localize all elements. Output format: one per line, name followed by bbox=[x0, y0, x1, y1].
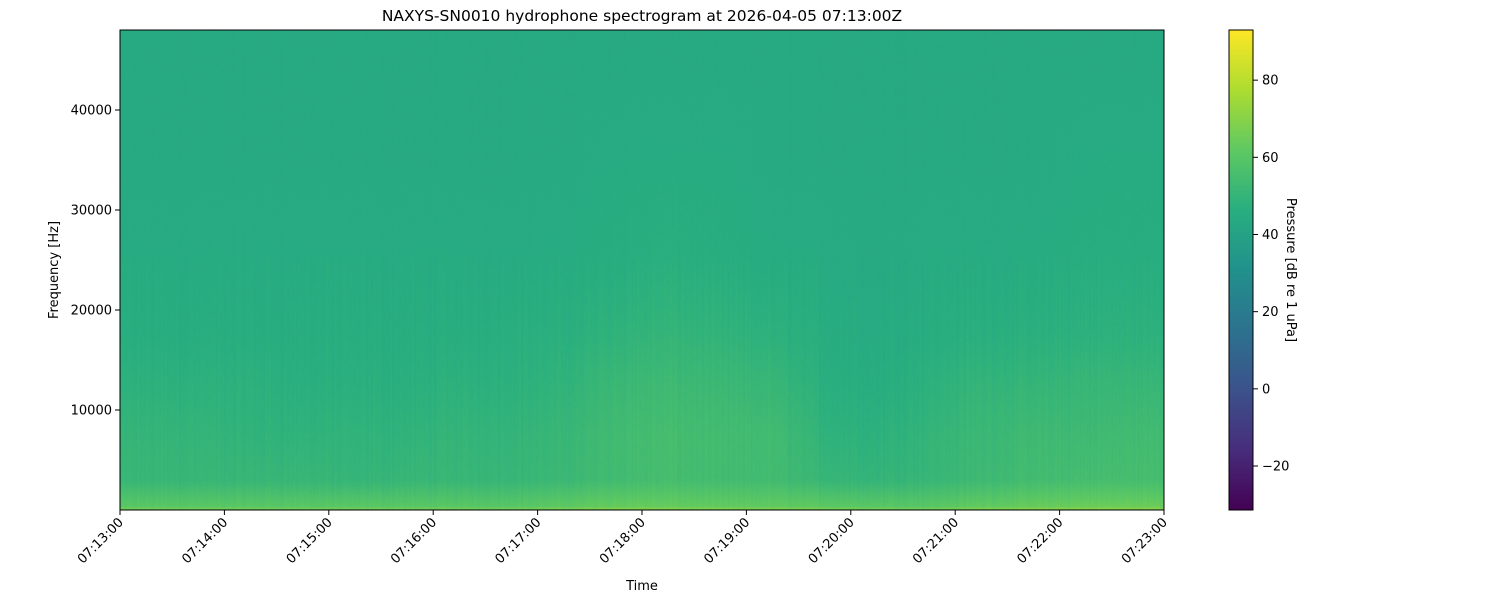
spectrogram-image bbox=[120, 30, 1164, 510]
colorbar-tick-label: 20 bbox=[1262, 305, 1279, 320]
x-tick-label: 07:22:00 bbox=[1015, 515, 1067, 567]
x-tick-label: 07:23:00 bbox=[1119, 515, 1171, 567]
colorbar-tick-label: 80 bbox=[1262, 74, 1279, 89]
colorbar-gradient bbox=[1229, 30, 1253, 510]
x-tick-label: 07:19:00 bbox=[701, 515, 753, 567]
x-ticks: 07:13:00 07:14:00 07:15:00 07:16:00 07:17:00… bbox=[75, 510, 1171, 567]
colorbar-frame bbox=[1228, 29, 1254, 511]
x-tick-label: 07:13:00 bbox=[75, 515, 127, 567]
y-axis-label: Frequency [Hz] bbox=[47, 221, 62, 319]
x-tick-label: 07:21:00 bbox=[910, 515, 962, 567]
x-tick-label: 07:16:00 bbox=[388, 515, 440, 567]
x-axis-label: Time bbox=[625, 579, 658, 594]
colorbar-label: Pressure [dB re 1 uPa] bbox=[1283, 198, 1298, 342]
y-tick-label: 30000 bbox=[71, 204, 112, 219]
y-tick-label: 40000 bbox=[71, 104, 112, 119]
colorbar-tick-label: −20 bbox=[1262, 460, 1289, 475]
plot-frame bbox=[119, 29, 1165, 511]
y-tick-label: 20000 bbox=[71, 304, 112, 319]
x-tick-label: 07:18:00 bbox=[597, 515, 649, 567]
y-ticks: 10000 20000 30000 40000 bbox=[71, 104, 120, 419]
colorbar-tick-label: 40 bbox=[1262, 228, 1279, 243]
x-tick-label: 07:14:00 bbox=[179, 515, 231, 567]
y-tick-label: 10000 bbox=[71, 404, 112, 419]
x-tick-label: 07:20:00 bbox=[806, 515, 858, 567]
colorbar-ticks: −20 0 20 40 60 80 bbox=[1253, 74, 1289, 475]
x-tick-label: 07:15:00 bbox=[284, 515, 336, 567]
x-tick-label: 07:17:00 bbox=[493, 515, 545, 567]
chart-title: NAXYS-SN0010 hydrophone spectrogram at 2… bbox=[382, 7, 902, 25]
colorbar-tick-label: 60 bbox=[1262, 151, 1279, 166]
colorbar-tick-label: 0 bbox=[1262, 382, 1270, 397]
